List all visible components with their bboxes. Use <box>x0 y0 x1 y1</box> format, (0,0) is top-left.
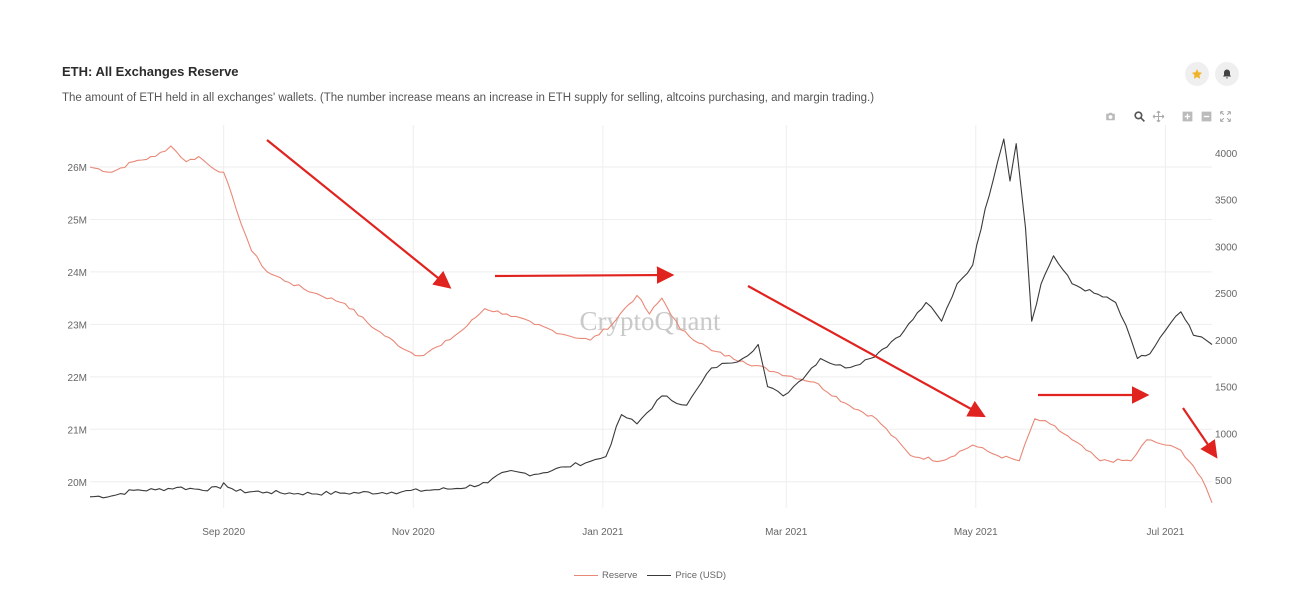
y-right-tick-label: 3500 <box>1215 196 1238 207</box>
annotation-arrows <box>266 139 1218 459</box>
y-right-tick-label: 3000 <box>1215 242 1238 253</box>
y-right-tick-label: 4000 <box>1215 149 1238 160</box>
x-tick-label: Jul 2021 <box>1146 527 1184 538</box>
trend-arrow-down <box>266 139 452 289</box>
legend-item-price[interactable]: Price (USD) <box>647 570 726 581</box>
star-icon <box>1192 69 1202 79</box>
alert-button[interactable] <box>1215 62 1239 86</box>
x-tick-label: Jan 2021 <box>582 527 624 538</box>
chart-description: The amount of ETH held in all exchanges'… <box>62 92 875 104</box>
chart-title: ETH: All Exchanges Reserve <box>62 64 239 79</box>
trend-arrow-down <box>747 285 986 418</box>
zoom-icon[interactable] <box>1132 109 1147 124</box>
legend-label-price: Price (USD) <box>675 570 727 581</box>
y-left-tick-label: 20M <box>68 478 87 489</box>
zoom-out-icon[interactable] <box>1199 109 1214 124</box>
x-tick-label: Nov 2020 <box>392 527 435 538</box>
y-left-tick-label: 23M <box>68 320 87 331</box>
x-tick-label: Mar 2021 <box>765 527 808 538</box>
series-line-price <box>89 138 1213 499</box>
legend-swatch-price <box>647 575 672 576</box>
trend-arrow-flat <box>494 266 675 284</box>
zoom-in-icon[interactable] <box>1180 109 1195 124</box>
favorite-button[interactable] <box>1185 62 1209 86</box>
y-right-tick-label: 1500 <box>1215 383 1238 394</box>
trend-arrow-down <box>1182 407 1218 459</box>
y-left-tick-label: 22M <box>68 373 87 384</box>
y-right-tick-label: 2000 <box>1215 336 1238 347</box>
y-left-tick-label: 21M <box>68 425 87 436</box>
x-tick-label: Sep 2020 <box>202 527 245 538</box>
legend-item-reserve[interactable]: Reserve <box>574 570 637 581</box>
watermark: CryptoQuant <box>580 306 721 336</box>
y-right-tick-label: 500 <box>1215 476 1232 487</box>
y-left-tick-label: 25M <box>68 215 87 226</box>
series-line-reserve <box>89 145 1213 504</box>
series <box>89 138 1213 504</box>
autoscale-icon[interactable] <box>1218 109 1233 124</box>
chart-legend: Reserve Price (USD) <box>574 570 726 581</box>
y-right-tick-label: 2500 <box>1215 289 1238 300</box>
pan-icon[interactable] <box>1151 109 1166 124</box>
chart-toolbar <box>1103 109 1233 124</box>
legend-swatch-reserve <box>574 575 598 576</box>
y-left-tick-label: 24M <box>68 268 87 279</box>
y-right-tick-label: 1000 <box>1215 429 1238 440</box>
bell-icon <box>1223 69 1231 79</box>
camera-icon[interactable] <box>1103 109 1118 124</box>
x-tick-label: May 2021 <box>954 527 998 538</box>
y-left-tick-label: 26M <box>68 163 87 174</box>
axes: Sep 2020 Nov 2020 Jan 2021 Mar 2021 May 2021… <box>68 149 1238 538</box>
legend-label-reserve: Reserve <box>602 570 638 581</box>
